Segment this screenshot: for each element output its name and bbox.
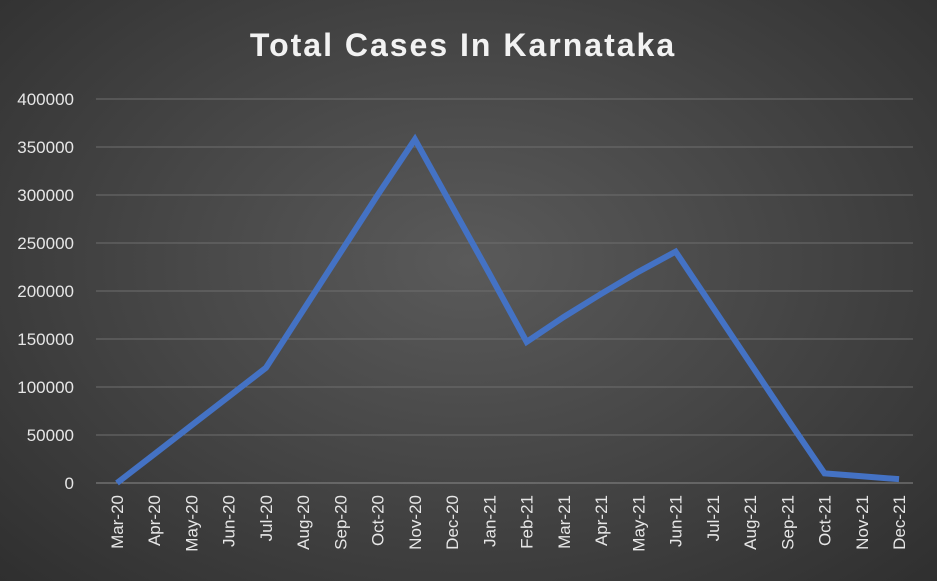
- series-lines: [115, 133, 900, 486]
- x-tick-label: Jul-21: [704, 495, 723, 541]
- x-tick-label: Feb-21: [518, 495, 537, 549]
- x-tick-label: May-21: [629, 495, 648, 552]
- x-tick-label: Aug-20: [294, 495, 313, 550]
- y-axis-tick-labels: 400000 350000 300000 250000 200000 150000 1000…: [17, 90, 74, 493]
- x-tick-label: Jun-20: [220, 495, 239, 547]
- x-tick-label: Dec-20: [443, 495, 462, 550]
- x-tick-label: Apr-21: [592, 495, 611, 546]
- x-tick-label: Nov-21: [853, 495, 872, 550]
- x-tick-label: Aug-21: [741, 495, 760, 550]
- y-tick-label: 400000: [17, 90, 74, 109]
- y-tick-label: 0: [65, 474, 74, 493]
- x-tick-label: Mar-21: [555, 495, 574, 549]
- y-tick-label: 350000: [17, 138, 74, 157]
- x-tick-label: Oct-20: [369, 495, 388, 546]
- x-tick-label: Apr-20: [145, 495, 164, 546]
- x-tick-label: Sep-21: [778, 495, 797, 550]
- y-tick-label: 100000: [17, 378, 74, 397]
- x-tick-label: May-20: [182, 495, 201, 552]
- gridlines: [96, 98, 913, 484]
- series-line: [115, 133, 900, 486]
- x-tick-label: Jan-21: [480, 495, 499, 547]
- y-tick-label: 150000: [17, 330, 74, 349]
- y-tick-label: 250000: [17, 234, 74, 253]
- x-tick-label: Mar-20: [108, 495, 127, 549]
- chart-title: Total Cases In Karnataka: [250, 27, 676, 63]
- x-tick-label: Nov-20: [406, 495, 425, 550]
- y-tick-label: 50000: [27, 426, 74, 445]
- x-tick-label: Sep-20: [331, 495, 350, 550]
- y-tick-label: 200000: [17, 282, 74, 301]
- x-tick-label: Jul-20: [257, 495, 276, 541]
- y-tick-label: 300000: [17, 186, 74, 205]
- x-axis-tick-labels: Mar-20 Apr-20 May-20 Jun-20 Jul-20 Aug-20 Sep-…: [108, 495, 909, 552]
- x-tick-label: Jun-21: [667, 495, 686, 547]
- x-tick-label: Oct-21: [816, 495, 835, 546]
- x-tick-label: Dec-21: [890, 495, 909, 550]
